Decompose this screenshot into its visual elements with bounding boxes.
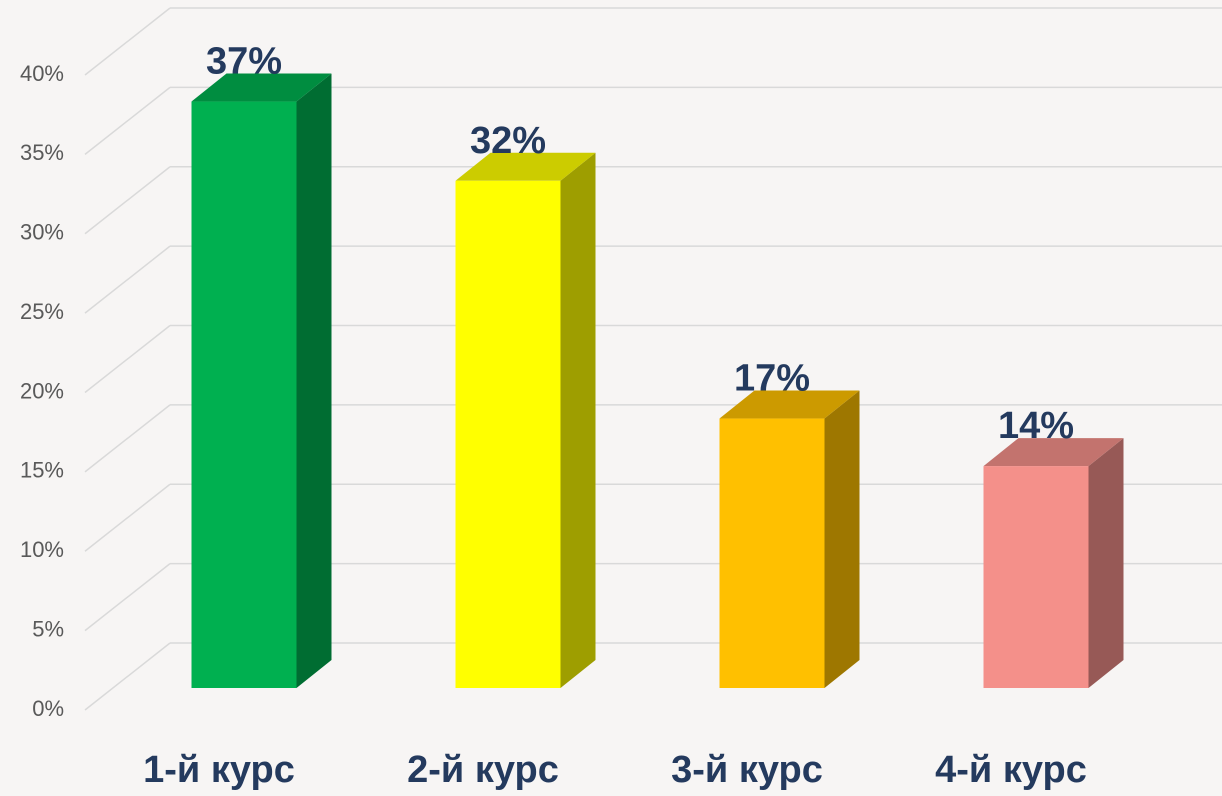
grid-line	[84, 642, 171, 711]
grid-line	[84, 324, 171, 394]
y-tick-label: 5%	[32, 616, 64, 641]
value-label: 14%	[998, 405, 1074, 447]
grid-line	[84, 245, 171, 314]
x-tick-label: 3-й курс	[671, 749, 823, 791]
value-label: 37%	[206, 41, 282, 83]
y-tick-label: 20%	[20, 378, 64, 403]
grid-line	[84, 7, 171, 76]
y-tick-label: 10%	[20, 537, 64, 562]
y-tick-label: 0%	[32, 696, 64, 721]
grid-line	[84, 86, 171, 155]
grid-line	[84, 563, 171, 632]
y-tick-label: 15%	[20, 458, 64, 483]
x-tick-label: 1-й курс	[143, 749, 295, 791]
grid-line	[84, 483, 171, 552]
x-tick-label: 2-й курс	[407, 749, 559, 791]
bar	[455, 180, 561, 689]
bar	[983, 466, 1089, 688]
bar-top	[983, 438, 1124, 467]
bar-side	[560, 152, 596, 689]
y-tick-label: 35%	[20, 140, 64, 165]
bar-top	[455, 152, 596, 181]
bar	[719, 418, 825, 688]
bar-side	[296, 73, 332, 689]
bar-top	[191, 73, 332, 102]
bar-side	[1088, 438, 1124, 688]
y-tick-label: 30%	[20, 220, 64, 245]
grid-line	[84, 166, 171, 235]
value-label: 17%	[734, 358, 810, 400]
y-tick-label: 40%	[20, 61, 64, 86]
y-tick-label: 25%	[20, 299, 64, 324]
x-tick-label: 4-й курс	[935, 749, 1087, 791]
value-label: 32%	[470, 120, 546, 162]
grid-line	[84, 404, 171, 473]
bar-side	[824, 390, 860, 688]
bar-top	[719, 390, 860, 419]
bar	[191, 101, 297, 689]
